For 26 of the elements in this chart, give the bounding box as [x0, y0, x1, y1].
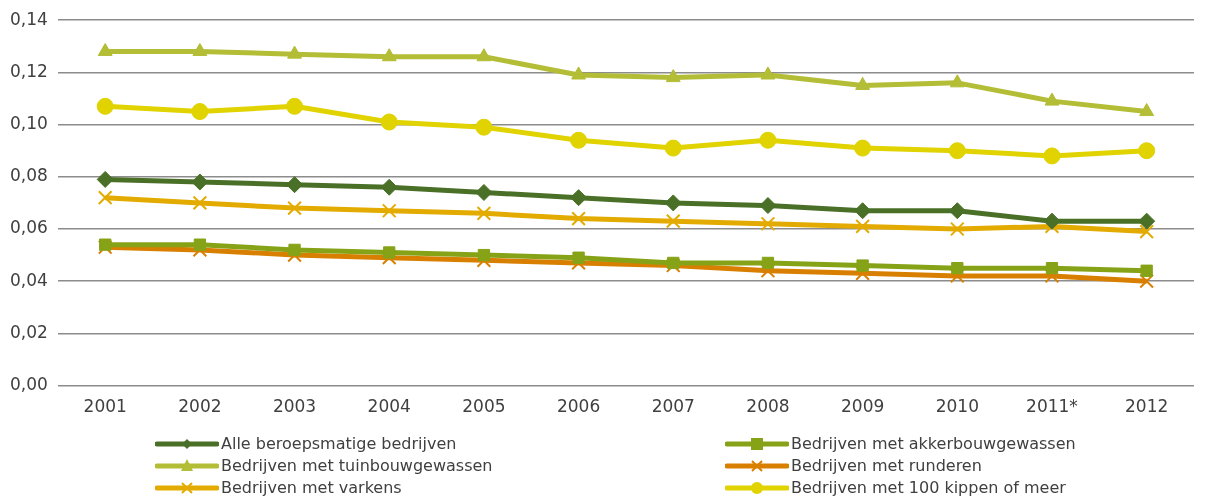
- legend-label: Bedrijven met varkens: [221, 477, 402, 497]
- legend-label: Bedrijven met 100 kippen of meer: [791, 477, 1066, 497]
- legend-label: Bedrijven met runderen: [791, 455, 982, 477]
- legend-label: Bedrijven met tuinbouwgewassen: [221, 455, 493, 477]
- y-tick-label: 0,02: [9, 321, 48, 342]
- y-tick-label: 0,04: [9, 269, 48, 290]
- x-tick-label: 2012: [1125, 396, 1169, 417]
- y-tick-label: 0,06: [9, 217, 48, 238]
- x-tick-label: 2006: [556, 396, 601, 417]
- x-tick-label: 2008: [746, 396, 790, 417]
- x-tick-label: 2009: [840, 396, 885, 417]
- x-tick-label: 2010: [935, 396, 979, 417]
- x-tick-label: 2003: [272, 396, 317, 417]
- x-tick-label: 2004: [367, 396, 411, 417]
- y-tick-label: 0,08: [9, 165, 48, 186]
- legend-label: Bedrijven met akkerbouwgewassen: [791, 433, 1076, 455]
- x-tick-label: 2001: [83, 396, 127, 417]
- y-tick-label: 0,14: [9, 8, 48, 29]
- x-tick-label: 2011*: [1026, 396, 1078, 417]
- x-tick-label: 2007: [651, 396, 695, 417]
- x-tick-label: 2005: [462, 396, 506, 417]
- y-tick-label: 0,12: [9, 60, 48, 81]
- x-tick-label: 2002: [178, 396, 222, 417]
- legend-label: Alle beroepsmatige bedrijven: [221, 433, 457, 455]
- y-tick-label: 0,10: [9, 113, 48, 134]
- y-tick-label: 0,00: [9, 374, 48, 395]
